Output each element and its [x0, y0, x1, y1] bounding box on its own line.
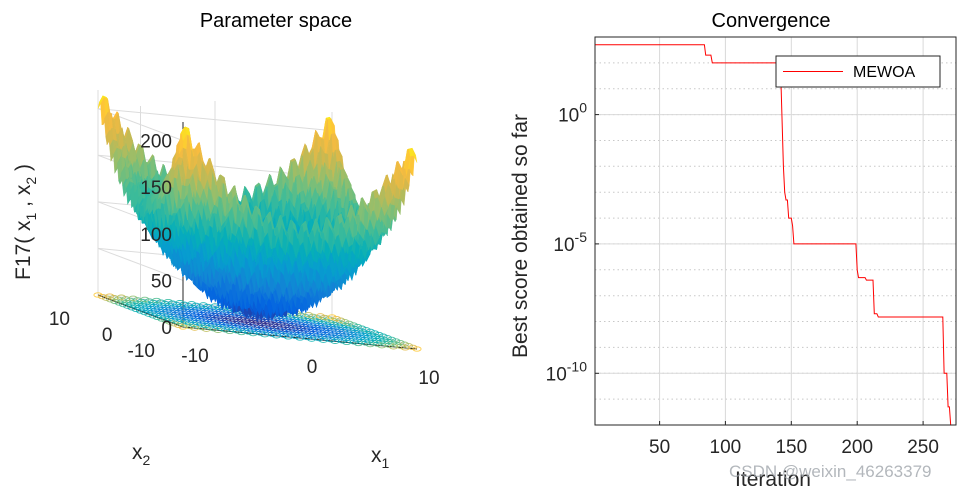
- surface-facet: [181, 126, 187, 142]
- legend-label-mewoa: MEWOA: [853, 64, 916, 81]
- floor-contour-ring: [327, 314, 337, 320]
- floor-contour-ring: [151, 297, 162, 304]
- z-tick-label: 0: [161, 318, 172, 339]
- convergence-title: Convergence: [712, 10, 831, 32]
- convergence-tick-labels: 50 100 150 200 250 100 10-5 10-10: [546, 100, 939, 458]
- surface-mesh: [97, 95, 418, 323]
- legend: MEWOA: [775, 55, 941, 88]
- surface-title: Parameter space: [200, 10, 352, 32]
- x-tick-label: 10: [418, 368, 439, 389]
- floor-contour-ring: [304, 312, 314, 318]
- convergence-plot-panel: Convergence 50 100 150 200 250 100 10-5 10-10 M…: [509, 10, 957, 491]
- z-axis-label: F17( x1 , x2 ): [12, 164, 39, 280]
- x-tick-label: 50: [649, 437, 670, 458]
- x-tick-label: 250: [907, 437, 939, 458]
- y-tick-label: 100: [558, 100, 587, 127]
- z-tick-label: 50: [151, 271, 172, 292]
- y-tick-label: 10: [49, 309, 70, 330]
- y-tick-label: 10-10: [546, 358, 588, 385]
- x-tick-label: 100: [710, 437, 742, 458]
- surface-tick-labels: 0 50 100 150 200 -10 0 10 -10 0 10: [49, 132, 440, 389]
- x-tick-label: 0: [307, 357, 318, 378]
- floor-contour-ring: [175, 300, 185, 306]
- x-tick-label: 200: [841, 437, 873, 458]
- floor-contour-ring: [93, 292, 103, 298]
- floor-contour-ring: [187, 301, 197, 307]
- y-tick-label: -10: [128, 341, 155, 362]
- floor-contour-ring: [198, 302, 208, 308]
- floor-contour-ring: [105, 293, 115, 299]
- watermark-text: CSDN @weixin_46263379: [729, 462, 931, 481]
- floor-contour-ring: [315, 313, 325, 319]
- floor-contour-ring: [140, 296, 150, 303]
- floor-contour-ring: [128, 295, 138, 301]
- x-tick-label: 150: [775, 437, 807, 458]
- y-tick-label: 0: [102, 325, 113, 346]
- z-tick-label: 200: [140, 132, 172, 153]
- z-tick-label: 150: [140, 178, 172, 199]
- surface-plot-panel: Parameter space 0 50 100 150 200 -10 0 10 -10 0 10…: [12, 10, 440, 471]
- floor-contour-ring: [116, 294, 126, 300]
- x-tick-label: -10: [181, 346, 208, 367]
- plot-frame: [594, 36, 957, 426]
- convergence-x-label: Iteration: [735, 468, 811, 491]
- y-axis-label-x2: x2: [132, 441, 151, 468]
- floor-contour-ring: [210, 303, 220, 309]
- x-axis-label-x1: x1: [371, 444, 390, 471]
- plot-area: [595, 37, 956, 425]
- y-tick-label: 10-5: [553, 229, 587, 256]
- convergence-y-label: Best score obtained so far: [509, 114, 532, 358]
- z-tick-label: 100: [140, 225, 172, 246]
- floor-contour-ring: [163, 298, 173, 305]
